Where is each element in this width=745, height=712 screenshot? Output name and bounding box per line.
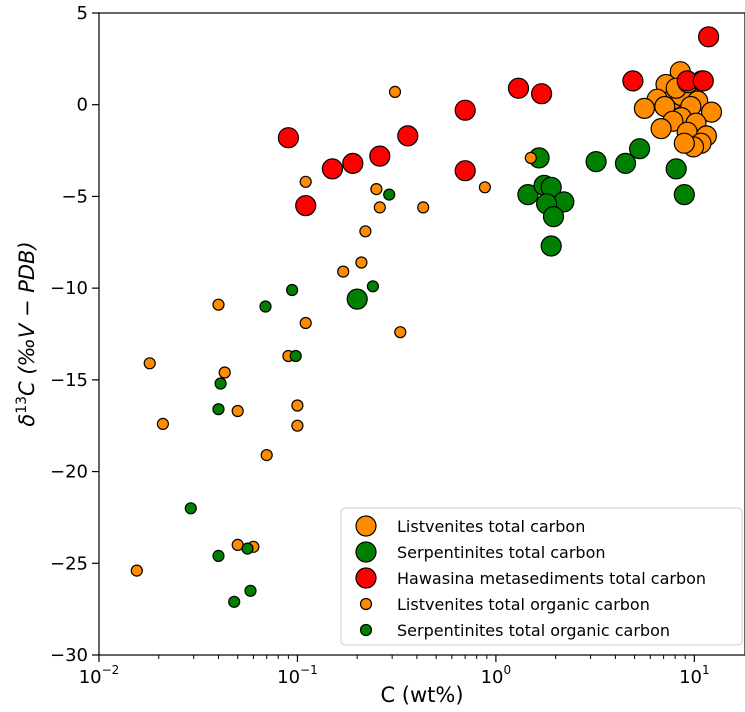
x-axis-ticks: 10−2 10−1 100 101 — [79, 655, 710, 688]
series-2-point-5 — [530, 83, 553, 105]
svg-text:δ13C (‰V − PDB): δ13C (‰V − PDB) — [14, 241, 39, 426]
series-2-point-2 — [622, 70, 644, 92]
series-1-point-5 — [673, 184, 695, 206]
series-3-point-14 — [143, 357, 156, 370]
series-3-point-16 — [291, 399, 304, 412]
y-tick-label-7: −30 — [50, 645, 88, 666]
series-1-point-6 — [517, 184, 539, 206]
legend: Listvenites total carbon Serpentinites to… — [340, 507, 743, 646]
series-3-point-20 — [260, 449, 273, 462]
series-3-point-17 — [231, 404, 244, 418]
series-2-point-9 — [369, 145, 391, 167]
series-4-point-0 — [383, 188, 396, 201]
legend-marker-4 — [359, 623, 373, 637]
series-4-point-8 — [212, 549, 225, 563]
series-4-point-11 — [228, 595, 241, 608]
series-3-point-23 — [130, 564, 143, 577]
series-2-point-7 — [277, 127, 299, 149]
series-3-point-10 — [212, 298, 225, 311]
series-3-point-5 — [373, 201, 386, 214]
legend-box — [340, 507, 743, 646]
series-3-point-6 — [417, 201, 430, 214]
series-1-point-1 — [585, 151, 607, 173]
series-2-point-11 — [321, 158, 343, 180]
y-axis-label: δ13C (‰V − PDB) — [14, 241, 39, 426]
series-2-point-8 — [397, 125, 419, 147]
legend-marker-0 — [355, 515, 377, 537]
y-tick-label-2: −5 — [61, 186, 88, 207]
series-4-point-4 — [289, 349, 302, 363]
series-1-point-12 — [540, 235, 562, 257]
x-tick-label-0: 10−2 — [79, 663, 120, 688]
series-4-point-10 — [244, 584, 257, 597]
y-label-superscript: 13 — [14, 396, 30, 414]
legend-marker-3 — [359, 597, 373, 611]
plot-frame — [98, 12, 745, 656]
series-2-point-10 — [342, 152, 364, 174]
legend-label-4: Serpentinites total organic carbon — [397, 621, 670, 640]
series-0-point-14 — [650, 118, 672, 140]
legend-label-1: Serpentinites total carbon — [397, 543, 606, 562]
series-3-point-8 — [355, 256, 368, 269]
series-4-point-7 — [184, 502, 197, 515]
series-3-point-15 — [218, 366, 231, 379]
series-3-point-18 — [156, 417, 169, 430]
legend-marker-2 — [355, 567, 377, 589]
legend-marker-1 — [355, 541, 377, 563]
y-tick-label-1: 0 — [77, 95, 88, 116]
legend-label-2: Hawasina metasediments total carbon — [397, 569, 706, 588]
x-tick-label-3: 101 — [679, 663, 710, 688]
series-2-point-13 — [295, 195, 317, 217]
y-tick-label-6: −25 — [50, 553, 88, 574]
points-layer — [130, 26, 723, 608]
y-tick-label-4: −15 — [50, 370, 88, 391]
series-4-point-6 — [212, 403, 225, 416]
legend-label-3: Listvenites total organic carbon — [397, 595, 650, 614]
series-2-point-4 — [507, 77, 530, 99]
series-0-point-19 — [673, 132, 695, 154]
series-0-point-7 — [633, 97, 656, 120]
y-tick-label-0: 5 — [77, 3, 88, 24]
series-2-point-12 — [454, 160, 476, 182]
series-1-point-4 — [665, 158, 687, 180]
series-4-point-9 — [241, 542, 254, 555]
series-1-point-3 — [628, 138, 651, 160]
series-3-point-1 — [524, 151, 537, 164]
series-1-point-11 — [542, 206, 565, 228]
series-4-point-1 — [366, 280, 379, 293]
series-3-point-7 — [359, 225, 372, 238]
series-3-point-4 — [478, 181, 491, 194]
series-3-point-3 — [370, 183, 383, 196]
series-0-point-10 — [700, 101, 723, 123]
y-axis-ticks: 5 0 −5 −10 −15 −20 −25 −30 — [50, 3, 99, 666]
series-1-point-2 — [614, 152, 637, 174]
series-3-point-12 — [394, 326, 407, 339]
series-2-point-6 — [454, 99, 476, 121]
series-2-point-0 — [697, 26, 720, 48]
y-tick-label-5: −20 — [50, 462, 88, 483]
y-label-rest: C (‰V − PDB) — [15, 241, 39, 396]
series-4-point-5 — [214, 377, 227, 390]
series-3-point-2 — [299, 175, 312, 188]
y-tick-label-3: −10 — [50, 278, 88, 299]
x-tick-label-2: 100 — [481, 663, 512, 688]
x-axis-label: C (wt%) — [380, 683, 463, 707]
series-4-point-3 — [259, 300, 272, 313]
series-3-point-19 — [291, 419, 304, 432]
series-3-point-0 — [388, 85, 402, 99]
y-label-delta: δ — [15, 414, 39, 427]
series-2-point-14 — [692, 70, 714, 92]
series-1-point-13 — [346, 288, 368, 310]
x-tick-label-1: 10−1 — [277, 663, 318, 688]
legend-label-0: Listvenites total carbon — [397, 517, 585, 536]
series-3-point-9 — [337, 265, 350, 278]
series-3-point-11 — [299, 316, 312, 330]
series-4-point-2 — [286, 283, 299, 297]
